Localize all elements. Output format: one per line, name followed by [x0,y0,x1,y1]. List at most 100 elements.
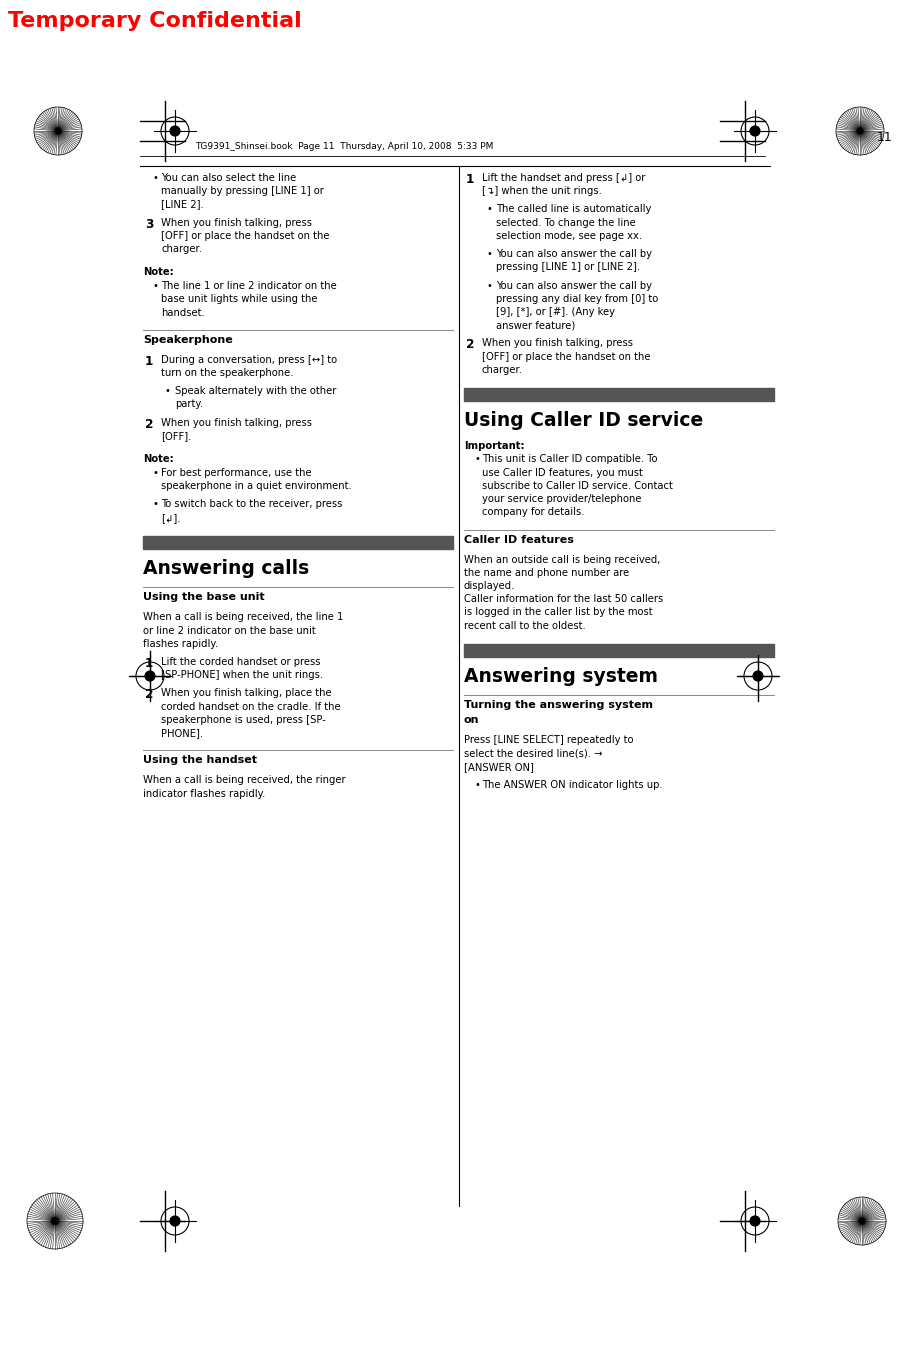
Text: [LINE 2].: [LINE 2]. [161,200,203,209]
Bar [464,388,774,401]
Text: Note:: Note: [143,267,173,277]
Text: 1: 1 [145,355,153,367]
Text: Note:: Note: [143,454,173,465]
Text: Using the handset: Using the handset [143,755,257,766]
Text: recent call to the oldest.: recent call to the oldest. [464,620,586,631]
Text: pressing any dial key from [0] to: pressing any dial key from [0] to [496,293,658,304]
Bar [143,536,453,549]
Text: corded handset on the cradle. If the: corded handset on the cradle. If the [161,701,340,712]
Circle shape [145,671,155,681]
Text: [ANSWER ON]: [ANSWER ON] [464,762,534,771]
Text: use Caller ID features, you must: use Caller ID features, you must [482,467,643,478]
Text: When you finish talking, press: When you finish talking, press [482,339,633,349]
Text: base unit lights while using the: base unit lights while using the [161,295,318,304]
Text: [OFF].: [OFF]. [161,431,192,440]
Text: select the desired line(s). →: select the desired line(s). → [464,748,603,759]
Text: For best performance, use the: For best performance, use the [161,467,311,478]
Circle shape [170,126,180,136]
Text: Press [LINE SELECT] repeatedly to: Press [LINE SELECT] repeatedly to [464,735,634,746]
Text: turn on the speakerphone.: turn on the speakerphone. [161,367,293,378]
Text: company for details.: company for details. [482,508,585,517]
Circle shape [750,126,760,136]
Text: When you finish talking, place the: When you finish talking, place the [161,689,331,698]
Text: indicator flashes rapidly.: indicator flashes rapidly. [143,789,265,798]
Text: Turning the answering system: Turning the answering system [464,700,653,711]
Text: •: • [153,467,159,478]
Text: charger.: charger. [482,365,523,376]
Text: You can also select the line: You can also select the line [161,173,296,182]
Text: Answering system: Answering system [464,667,658,686]
Text: •: • [153,281,159,292]
Text: •: • [474,454,479,465]
Text: party.: party. [175,400,203,409]
Text: [OFF] or place the handset on the: [OFF] or place the handset on the [161,231,330,240]
Text: answer feature): answer feature) [496,320,576,330]
Text: 1: 1 [145,657,153,670]
Text: When you finish talking, press: When you finish talking, press [161,218,312,228]
Text: Using the base unit: Using the base unit [143,592,264,603]
Text: Caller information for the last 50 callers: Caller information for the last 50 calle… [464,594,663,604]
Text: Caller ID features: Caller ID features [464,535,574,544]
Text: When you finish talking, press: When you finish talking, press [161,417,312,428]
Text: •: • [486,249,492,259]
Text: The line 1 or line 2 indicator on the: The line 1 or line 2 indicator on the [161,281,337,292]
Text: •: • [474,780,479,790]
Text: or line 2 indicator on the base unit: or line 2 indicator on the base unit [143,626,316,635]
Text: selected. To change the line: selected. To change the line [496,218,636,228]
Text: 3: 3 [145,218,153,231]
Text: 1: 1 [466,173,474,186]
Text: your service provider/telephone: your service provider/telephone [482,494,641,504]
Circle shape [170,1216,180,1225]
Text: pressing [LINE 1] or [LINE 2].: pressing [LINE 1] or [LINE 2]. [496,262,640,273]
Text: You can also answer the call by: You can also answer the call by [496,281,652,290]
Text: •: • [486,281,492,290]
Text: TG9391_Shinsei.book  Page 11  Thursday, April 10, 2008  5:33 PM: TG9391_Shinsei.book Page 11 Thursday, Ap… [195,142,493,151]
Text: When a call is being received, the line 1: When a call is being received, the line … [143,612,343,623]
Text: 2: 2 [145,417,153,431]
Text: [9], [*], or [#]. (Any key: [9], [*], or [#]. (Any key [496,307,615,317]
Text: on: on [464,716,479,725]
Text: Speakerphone: Speakerphone [143,335,232,345]
Circle shape [753,671,763,681]
Text: •: • [165,386,171,396]
Text: •: • [486,204,492,215]
Text: Using Caller ID service: Using Caller ID service [464,411,704,430]
Text: [↲].: [↲]. [161,512,181,523]
Text: 11: 11 [877,131,893,145]
Circle shape [857,128,863,134]
Text: Lift the handset and press [↲] or: Lift the handset and press [↲] or [482,173,646,182]
Text: Answering calls: Answering calls [143,559,310,578]
Text: displayed.: displayed. [464,581,516,590]
Circle shape [750,1216,760,1225]
Text: 2: 2 [145,689,153,701]
Text: PHONE].: PHONE]. [161,728,203,738]
Text: [OFF] or place the handset on the: [OFF] or place the handset on the [482,351,650,362]
Text: manually by pressing [LINE 1] or: manually by pressing [LINE 1] or [161,186,324,196]
Text: Lift the corded handset or press: Lift the corded handset or press [161,657,321,667]
Text: [SP-PHONE] when the unit rings.: [SP-PHONE] when the unit rings. [161,670,323,680]
Text: the name and phone number are: the name and phone number are [464,567,629,578]
Circle shape [859,1219,865,1224]
Text: Speak alternately with the other: Speak alternately with the other [175,386,336,396]
Text: charger.: charger. [161,245,202,254]
Text: Important:: Important: [464,440,525,451]
Text: This unit is Caller ID compatible. To: This unit is Caller ID compatible. To [482,454,657,465]
Text: The called line is automatically: The called line is automatically [496,204,651,215]
Text: [↴] when the unit rings.: [↴] when the unit rings. [482,186,602,196]
Text: 2: 2 [466,339,474,351]
Text: Temporary Confidential: Temporary Confidential [8,11,301,31]
Text: flashes rapidly.: flashes rapidly. [143,639,218,648]
Text: To switch back to the receiver, press: To switch back to the receiver, press [161,500,342,509]
Circle shape [55,128,61,134]
Text: handset.: handset. [161,308,204,317]
Text: The ANSWER ON indicator lights up.: The ANSWER ON indicator lights up. [482,780,663,790]
Text: speakerphone in a quiet environment.: speakerphone in a quiet environment. [161,481,351,492]
Text: When a call is being received, the ringer: When a call is being received, the ringe… [143,775,346,785]
Text: speakerphone is used, press [SP-: speakerphone is used, press [SP- [161,715,326,725]
Text: •: • [153,173,159,182]
Text: subscribe to Caller ID service. Contact: subscribe to Caller ID service. Contact [482,481,673,490]
Text: is logged in the caller list by the most: is logged in the caller list by the most [464,608,653,617]
Text: •: • [153,500,159,509]
Text: You can also answer the call by: You can also answer the call by [496,249,652,259]
Text: When an outside call is being received,: When an outside call is being received, [464,554,660,565]
